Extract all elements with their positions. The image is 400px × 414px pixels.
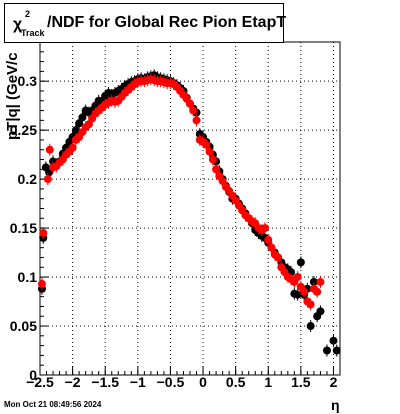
data-point-red bbox=[186, 99, 194, 108]
y-tick-label: 0.05 bbox=[10, 318, 37, 334]
data-point-red bbox=[300, 287, 309, 296]
data-point-black bbox=[71, 126, 80, 135]
data-point-red bbox=[306, 300, 315, 309]
data-point-red bbox=[45, 145, 54, 154]
data-point-black bbox=[75, 119, 84, 128]
x-tick-label: −2.5 bbox=[26, 374, 54, 390]
data-point-black bbox=[322, 346, 331, 355]
y-tick-label: 0.1 bbox=[18, 269, 38, 285]
plot-frame bbox=[39, 41, 341, 376]
y-tick-label: 0.3 bbox=[18, 73, 38, 89]
timestamp: Mon Oct 21 08:49:56 2024 bbox=[4, 400, 102, 409]
data-point-black bbox=[293, 290, 302, 299]
data-point-black bbox=[316, 307, 325, 316]
x-tick-label: −2 bbox=[65, 374, 81, 390]
x-tick-label: −1.5 bbox=[91, 374, 119, 390]
title-superscript: 2 bbox=[25, 9, 31, 19]
data-point-red bbox=[264, 235, 273, 244]
data-point-red bbox=[274, 253, 283, 262]
data-point-red bbox=[43, 175, 52, 184]
y-tick-label: 0.2 bbox=[18, 171, 38, 187]
data-point-red bbox=[212, 165, 221, 174]
data-point-red bbox=[202, 140, 211, 149]
data-point-red bbox=[316, 277, 325, 286]
data-series bbox=[37, 69, 341, 357]
data-point-red bbox=[208, 155, 217, 164]
x-tick-label: 0 bbox=[199, 374, 207, 390]
y-tick-label: 0 bbox=[29, 367, 37, 383]
data-point-black bbox=[306, 322, 315, 331]
x-tick-label: 1 bbox=[264, 374, 272, 390]
x-tick-label: −0.5 bbox=[157, 374, 185, 390]
data-point-red bbox=[205, 147, 214, 156]
x-tick-label: 1.5 bbox=[291, 374, 311, 390]
chart-title: /NDF for Global Rec Pion EtapT bbox=[47, 14, 287, 31]
data-point-red bbox=[267, 243, 276, 252]
title-subscript: Track bbox=[21, 28, 45, 38]
y-tick-label: 0.25 bbox=[10, 122, 37, 138]
data-point-black bbox=[309, 277, 318, 286]
data-point-red bbox=[192, 116, 201, 125]
title-chi-symbol: χ bbox=[13, 16, 23, 33]
data-point-black bbox=[78, 113, 87, 122]
chart-title-box: χ 2 Track /NDF for Global Rec Pion EtapT bbox=[4, 3, 287, 43]
x-tick-label: −1 bbox=[130, 374, 146, 390]
data-point-red bbox=[293, 273, 302, 282]
data-point-red bbox=[37, 279, 46, 288]
data-point-red bbox=[68, 143, 77, 152]
series-group bbox=[37, 73, 325, 311]
y-axis-label: pT|q| (GeV/c bbox=[4, 52, 21, 140]
x-axis-label: η bbox=[331, 397, 340, 413]
data-point-red bbox=[39, 228, 48, 237]
data-point-red bbox=[218, 177, 227, 186]
x-tick-label: 2 bbox=[330, 374, 338, 390]
x-axis-ticks: −2.5 −2 −1.5 −1 −0.5 0 0.5 1 1.5 2 bbox=[26, 366, 341, 390]
data-point-red bbox=[189, 106, 198, 115]
data-point-black bbox=[296, 258, 305, 267]
data-point-black bbox=[332, 346, 341, 355]
data-point-red bbox=[261, 224, 269, 233]
y-tick-label: 0.15 bbox=[10, 220, 37, 236]
data-point-red bbox=[84, 120, 93, 129]
x-tick-label: 0.5 bbox=[226, 374, 246, 390]
y-axis-ticks: 0 0.05 0.1 0.15 0.2 0.25 0.3 bbox=[10, 51, 49, 383]
data-point-red bbox=[313, 287, 322, 296]
data-point-black bbox=[329, 336, 338, 345]
